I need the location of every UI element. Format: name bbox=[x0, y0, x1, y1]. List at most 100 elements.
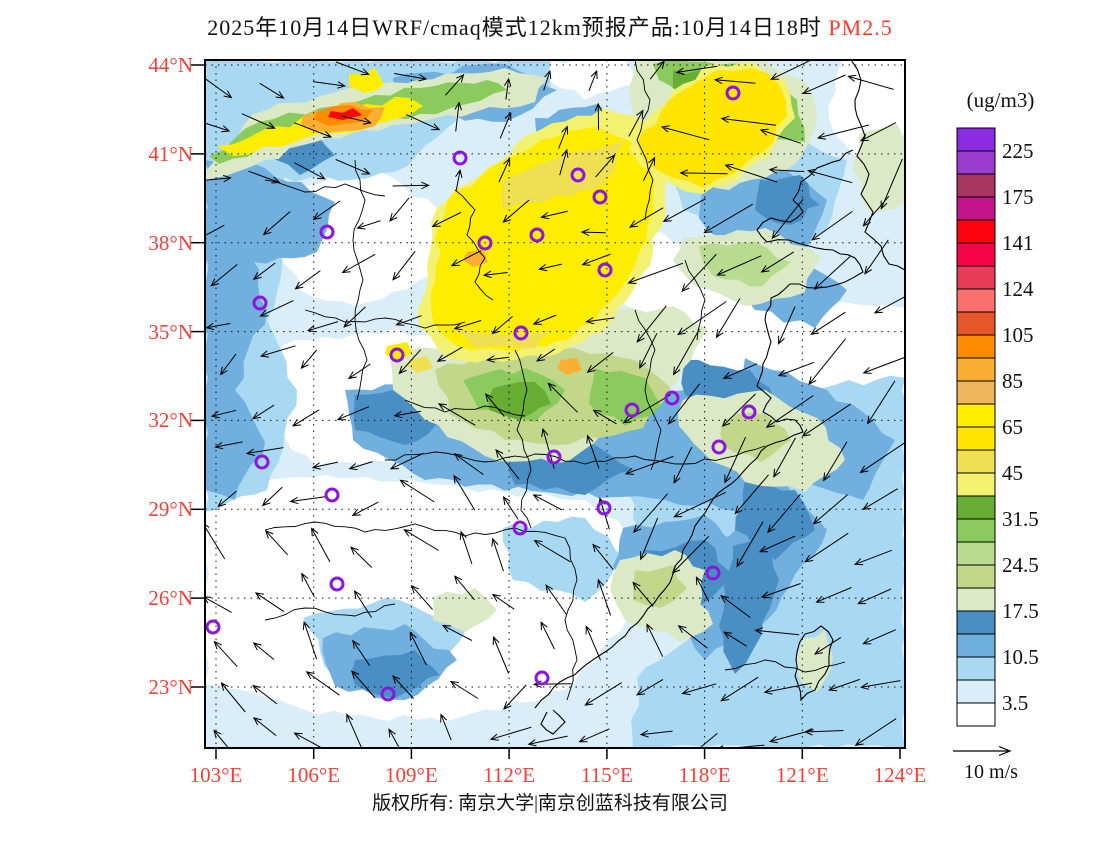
colorbar-segment bbox=[956, 564, 996, 589]
city-marker bbox=[711, 439, 727, 455]
wind-arrow bbox=[527, 735, 568, 747]
wind-arrow bbox=[628, 109, 644, 137]
province-border bbox=[404, 399, 526, 417]
wind-arrow bbox=[859, 680, 901, 690]
wind-arrow bbox=[485, 355, 510, 363]
wind-arrow bbox=[595, 154, 616, 178]
wind-arrow bbox=[558, 125, 569, 149]
province-border bbox=[384, 445, 766, 465]
city-marker bbox=[705, 565, 721, 581]
pm25-region bbox=[433, 588, 497, 632]
wind-arrow bbox=[628, 207, 664, 228]
colorbar-segment bbox=[956, 587, 996, 612]
pm25-region bbox=[488, 381, 551, 420]
coastline bbox=[794, 625, 834, 702]
wind-arrow bbox=[597, 578, 612, 616]
colorbar-tick-label: 3.5 bbox=[1002, 691, 1029, 715]
wind-arrow bbox=[335, 159, 371, 175]
pm25-region bbox=[557, 358, 582, 375]
map-frame-and-ticks bbox=[191, 59, 906, 759]
colorbar-segment bbox=[956, 242, 996, 267]
colorbar-segment bbox=[956, 357, 996, 382]
wind-arrow bbox=[294, 162, 326, 180]
wind-arrow bbox=[681, 683, 717, 696]
city-marker-layer bbox=[206, 85, 757, 702]
wind-arrow bbox=[214, 441, 243, 450]
province-border bbox=[634, 61, 654, 221]
wind-arrow bbox=[259, 345, 296, 358]
colorbar-segment bbox=[956, 196, 996, 221]
wind-arrow bbox=[777, 361, 815, 377]
pm25-region bbox=[637, 68, 787, 188]
pm25-region bbox=[351, 650, 440, 698]
wind-reference-arrow bbox=[953, 745, 1012, 757]
city-marker bbox=[380, 686, 396, 702]
latitude-label: 35°N bbox=[148, 319, 193, 344]
wind-arrow bbox=[722, 363, 758, 379]
wind-arrow bbox=[259, 82, 285, 99]
wind-arrow bbox=[724, 436, 747, 484]
pm25-region bbox=[719, 538, 779, 674]
coastline bbox=[851, 61, 862, 117]
coastline bbox=[856, 115, 904, 271]
province-border bbox=[352, 159, 368, 401]
colorbar-tick-label: 24.5 bbox=[1002, 553, 1039, 577]
wind-arrow bbox=[450, 250, 482, 267]
wind-arrow bbox=[808, 338, 846, 386]
wind-arrow bbox=[388, 728, 400, 747]
city-marker bbox=[534, 670, 550, 686]
colorbar-tick-label: 105 bbox=[1002, 323, 1034, 347]
wind-arrow bbox=[813, 256, 851, 290]
colorbar-segment bbox=[956, 265, 996, 290]
wind-arrow bbox=[864, 239, 889, 275]
wind-arrow bbox=[431, 212, 462, 227]
wind-arrow bbox=[410, 584, 433, 610]
longitude-label: 118°E bbox=[678, 763, 731, 787]
wind-arrow bbox=[499, 111, 512, 139]
wind-arrow bbox=[252, 642, 275, 660]
wind-arrow bbox=[588, 69, 598, 91]
wind-arrow bbox=[301, 572, 315, 598]
wind-arrow bbox=[492, 635, 510, 674]
wind-arrow bbox=[536, 348, 556, 362]
wind-arrow bbox=[581, 253, 611, 266]
province-border bbox=[304, 309, 466, 329]
colorbar-unit-label: (ug/m3) bbox=[966, 88, 1035, 112]
coastline bbox=[534, 149, 864, 709]
coastline bbox=[540, 709, 566, 735]
city-marker bbox=[596, 500, 612, 516]
wind-arrow bbox=[389, 452, 424, 470]
longitude-label: 109°E bbox=[385, 763, 438, 787]
pm25-region bbox=[633, 565, 687, 608]
city-marker bbox=[741, 404, 757, 420]
latitude-label: 26°N bbox=[148, 586, 193, 611]
city-marker bbox=[452, 150, 468, 166]
wind-arrow bbox=[713, 76, 756, 85]
wind-arrow bbox=[335, 61, 370, 76]
wind-arrow bbox=[445, 73, 465, 96]
colorbar bbox=[956, 127, 996, 727]
wind-arrow bbox=[721, 393, 756, 428]
wind-arrow bbox=[639, 730, 673, 738]
wind-arrow bbox=[862, 195, 890, 227]
colorbar-tick-label: 175 bbox=[1002, 185, 1034, 209]
latitude-label: 23°N bbox=[148, 675, 193, 699]
wind-arrow bbox=[206, 174, 232, 183]
wind-arrow bbox=[343, 306, 366, 328]
wind-arrow bbox=[734, 474, 769, 515]
colorbar-segment bbox=[956, 288, 996, 313]
wind-arrow bbox=[622, 394, 672, 424]
wind-arrow bbox=[210, 409, 237, 419]
pm25-region bbox=[755, 175, 820, 225]
colorbar-tick-label: 141 bbox=[1002, 231, 1034, 255]
wind-arrow bbox=[715, 298, 741, 339]
pm25-region bbox=[796, 630, 833, 692]
wind-arrow bbox=[771, 198, 804, 240]
wind-arrow bbox=[206, 78, 233, 99]
city-marker bbox=[597, 262, 613, 278]
colorbar-tick-label: 31.5 bbox=[1002, 507, 1039, 531]
wind-arrow bbox=[241, 113, 276, 129]
longitude-label: 103°E bbox=[189, 763, 243, 787]
wind-arrow bbox=[584, 682, 622, 706]
city-marker bbox=[319, 224, 335, 240]
